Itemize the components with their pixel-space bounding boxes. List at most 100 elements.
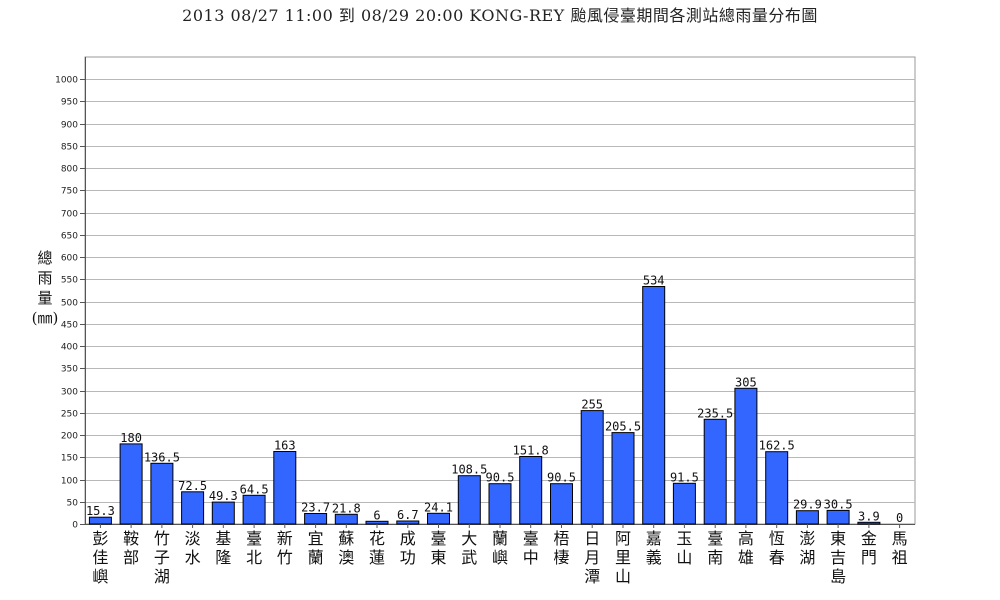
bar [242,494,266,525]
data-label: 30.5 [824,497,853,511]
y-axis-label-char: (㎜) [31,309,59,327]
y-tick-label: 400 [61,343,78,353]
bar [211,501,235,525]
bar [488,483,512,525]
bar [304,513,328,525]
bar [273,451,297,525]
y-tick-label: 300 [61,388,78,398]
x-tick-label: 蘇澳 [338,529,354,567]
bar [734,387,758,525]
data-label: 64.5 [240,482,269,496]
x-tick-label: 馬祖 [892,529,908,567]
bar [119,443,143,525]
x-tick-label: 嘉義 [646,529,662,567]
data-label: 163 [274,439,296,453]
y-tick-label: 950 [61,98,78,108]
bar [611,432,635,525]
data-label: 6.7 [397,508,419,522]
y-tick-label: 50 [67,499,79,509]
data-label: 534 [643,274,665,288]
y-tick-label: 100 [61,477,78,487]
plot-frame [84,56,916,525]
x-tick-label: 蘭嶼 [492,529,508,567]
y-tick-label: 150 [61,454,78,464]
y-axis-label: 總雨量 (㎜) [26,248,64,328]
x-tick-label: 宜蘭 [308,529,324,567]
bar [88,516,112,525]
bar [181,491,205,525]
data-label: 305 [735,375,757,389]
x-tick-label: 阿里山 [615,529,631,586]
bar [765,451,789,525]
x-tick-label: 臺東 [430,529,446,567]
y-tick-label: 700 [61,210,78,220]
y-tick-label: 1000 [55,76,78,86]
y-tick-label: 800 [61,165,78,175]
x-tick-label: 竹子湖 [154,529,170,586]
x-tick-label: 大武 [461,529,477,567]
x-tick-label: 成功 [400,529,416,567]
data-label: 136.5 [144,450,180,464]
data-label: 205.5 [605,420,641,434]
data-label: 255 [581,398,603,412]
chart-title: 2013 08/27 11:00 到 08/29 20:00 KONG-REY … [182,6,818,25]
x-tick-label: 臺北 [246,529,262,567]
y-tick-label: 600 [61,254,78,264]
data-label: 72.5 [178,479,207,493]
y-axis-label-char: 總 [37,249,53,267]
data-label: 90.5 [547,471,576,485]
y-axis-label-char: 量 [37,289,53,307]
data-label: 90.5 [486,471,515,485]
y-tick-label: 650 [61,232,78,242]
x-tick-label: 鞍部 [123,529,139,567]
data-label: 91.5 [670,470,699,484]
y-tick-label: 250 [61,410,78,420]
data-label: 23.7 [301,501,330,515]
x-tick-label: 金門 [861,529,877,567]
x-tick-label: 玉山 [676,529,692,567]
x-tick-label: 澎湖 [799,529,815,567]
x-tick-label: 梧棲 [553,529,569,567]
x-tick-label: 臺南 [707,529,723,567]
x-tick-label: 恆春 [769,529,785,567]
y-tick-label: 350 [61,365,78,375]
y-tick-label: 750 [61,187,78,197]
x-tick-label: 新竹 [277,529,293,567]
data-label: 162.5 [759,439,795,453]
bar [642,286,666,525]
bar [795,510,819,525]
x-tick-label: 彭佳嶼 [92,529,108,586]
bar [550,483,573,525]
bar [334,513,358,525]
data-label: 24.1 [424,500,453,514]
data-label: 15.3 [86,504,115,518]
x-tick-label: 日月潭 [584,529,600,586]
x-tick-label: 高雄 [738,529,754,567]
y-tick-label: 0 [72,521,78,531]
y-tick-label: 850 [61,143,78,153]
data-label: 29.9 [793,498,822,512]
bar [457,475,481,525]
y-tick-label: 200 [61,432,78,442]
bar [427,512,450,525]
x-tick-label: 花蓮 [369,529,385,567]
bar [826,509,850,525]
data-label: 3.9 [858,509,880,523]
data-label: 0 [896,511,903,525]
data-label: 108.5 [451,463,487,477]
data-label: 235.5 [697,406,733,420]
y-tick-label: 900 [61,121,78,131]
data-label: 49.3 [209,489,238,503]
bar [672,482,696,525]
data-label: 151.8 [513,444,549,458]
y-axis-label-char: 雨 [37,269,53,287]
x-tick-label: 東吉島 [830,529,846,586]
bar [580,410,604,525]
bar [703,418,727,525]
data-label: 21.8 [332,501,361,515]
data-label: 180 [120,431,142,445]
x-tick-label: 臺中 [523,529,539,567]
y-tick-label: 500 [61,299,78,309]
bar [150,462,174,525]
